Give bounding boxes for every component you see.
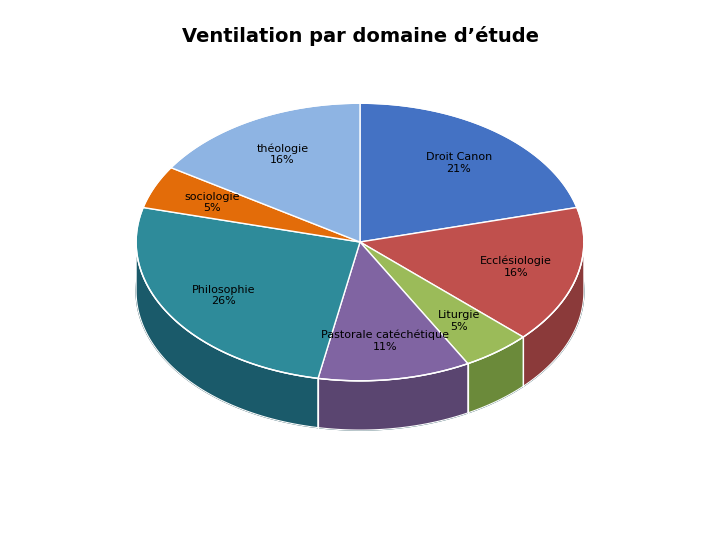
Text: Liturgie
5%: Liturgie 5% — [438, 310, 480, 332]
Polygon shape — [360, 242, 523, 363]
Text: Ecclésiologie
16%: Ecclésiologie 16% — [480, 256, 552, 278]
Polygon shape — [318, 242, 468, 381]
Text: Philosophie
26%: Philosophie 26% — [192, 285, 256, 306]
Polygon shape — [523, 242, 584, 386]
Text: Pastorale catéchétique
11%: Pastorale catéchétique 11% — [321, 330, 449, 352]
Polygon shape — [136, 207, 360, 379]
Polygon shape — [136, 244, 318, 428]
Text: théologie
16%: théologie 16% — [256, 144, 308, 165]
Polygon shape — [360, 207, 584, 337]
Text: Ventilation par domaine d’étude: Ventilation par domaine d’étude — [181, 26, 539, 46]
Text: sociologie
5%: sociologie 5% — [184, 192, 240, 213]
Polygon shape — [468, 337, 523, 413]
Polygon shape — [143, 167, 360, 242]
Polygon shape — [318, 363, 468, 430]
Polygon shape — [171, 103, 360, 242]
Polygon shape — [360, 103, 577, 242]
Polygon shape — [136, 152, 584, 430]
Text: Droit Canon
21%: Droit Canon 21% — [426, 152, 492, 174]
